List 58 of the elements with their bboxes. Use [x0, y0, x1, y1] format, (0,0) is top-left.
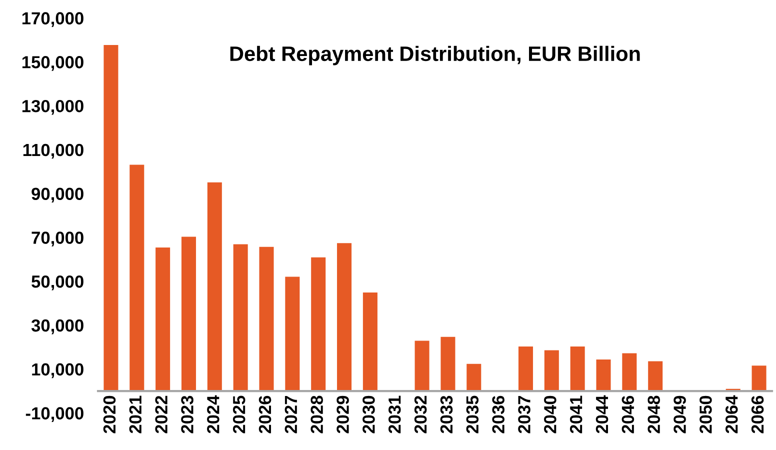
bar: [285, 276, 300, 392]
y-tick-label: 10,000: [32, 363, 84, 378]
x-tick-label: 2020: [103, 396, 116, 434]
bar: [311, 257, 326, 392]
bar: [233, 244, 248, 392]
x-tick-label: 2044: [596, 395, 608, 434]
bar: [130, 164, 144, 392]
y-tick-label: -10,000: [26, 407, 84, 422]
x-tick-label: 2049: [674, 396, 686, 434]
x-tick-label: 2048: [648, 396, 660, 434]
y-tick-label: 70,000: [32, 232, 84, 246]
x-tick-label: 2023: [181, 396, 194, 434]
bar: [518, 346, 533, 392]
x-tick-label: 2036: [492, 396, 504, 434]
bar: [440, 336, 456, 392]
y-tick-label: 150,000: [22, 56, 84, 71]
bar: [596, 359, 611, 392]
x-tick-label: 2028: [310, 396, 324, 434]
bar: [544, 350, 559, 392]
x-tick-label: 2046: [622, 396, 634, 434]
x-tick-label: 2031: [388, 396, 401, 434]
y-tick-label: 110,000: [23, 144, 84, 159]
x-tick-label: 2050: [700, 396, 712, 434]
bar: [622, 353, 637, 392]
bar: [207, 182, 222, 392]
x-tick-label: 2024: [207, 395, 220, 434]
bar: [414, 340, 430, 392]
bar: [752, 366, 766, 392]
text: Debt Repayment Distribution, EUR Billion: [230, 46, 640, 66]
y-tick-label: 130,000: [22, 100, 84, 115]
y-tick-label: 170,000: [22, 12, 84, 27]
x-tick-label: 2041: [570, 396, 582, 434]
x-tick-label: 2030: [362, 396, 375, 434]
x-tick-label: 2021: [129, 396, 142, 434]
bar: [466, 364, 482, 392]
x-tick-label: 2027: [284, 396, 298, 434]
x-tick-label: 2033: [440, 396, 453, 434]
x-tick-label: 2037: [518, 396, 530, 434]
y-tick-label: 50,000: [32, 276, 84, 290]
bar: [104, 44, 118, 392]
bar: [648, 361, 663, 392]
bar: [362, 292, 378, 392]
x-tick-label: 2040: [544, 396, 556, 434]
x-tick-label: 2032: [414, 396, 427, 434]
x-tick-label: 2066: [751, 396, 764, 434]
bar: [337, 243, 352, 392]
x-tick-label: 2022: [155, 396, 168, 434]
bar: [156, 248, 170, 392]
y-tick-label: 30,000: [31, 319, 84, 334]
bar: [259, 246, 274, 392]
x-tick-label: 2026: [258, 396, 272, 434]
y-tick-label: 90,000: [32, 188, 84, 203]
x-tick-label: 2025: [232, 396, 246, 434]
x-tick-label: 2064: [725, 395, 738, 434]
x-tick-label: 2029: [336, 396, 349, 434]
bar: [181, 236, 196, 392]
x-tick-label: 2035: [466, 396, 479, 434]
bar: [570, 346, 585, 392]
